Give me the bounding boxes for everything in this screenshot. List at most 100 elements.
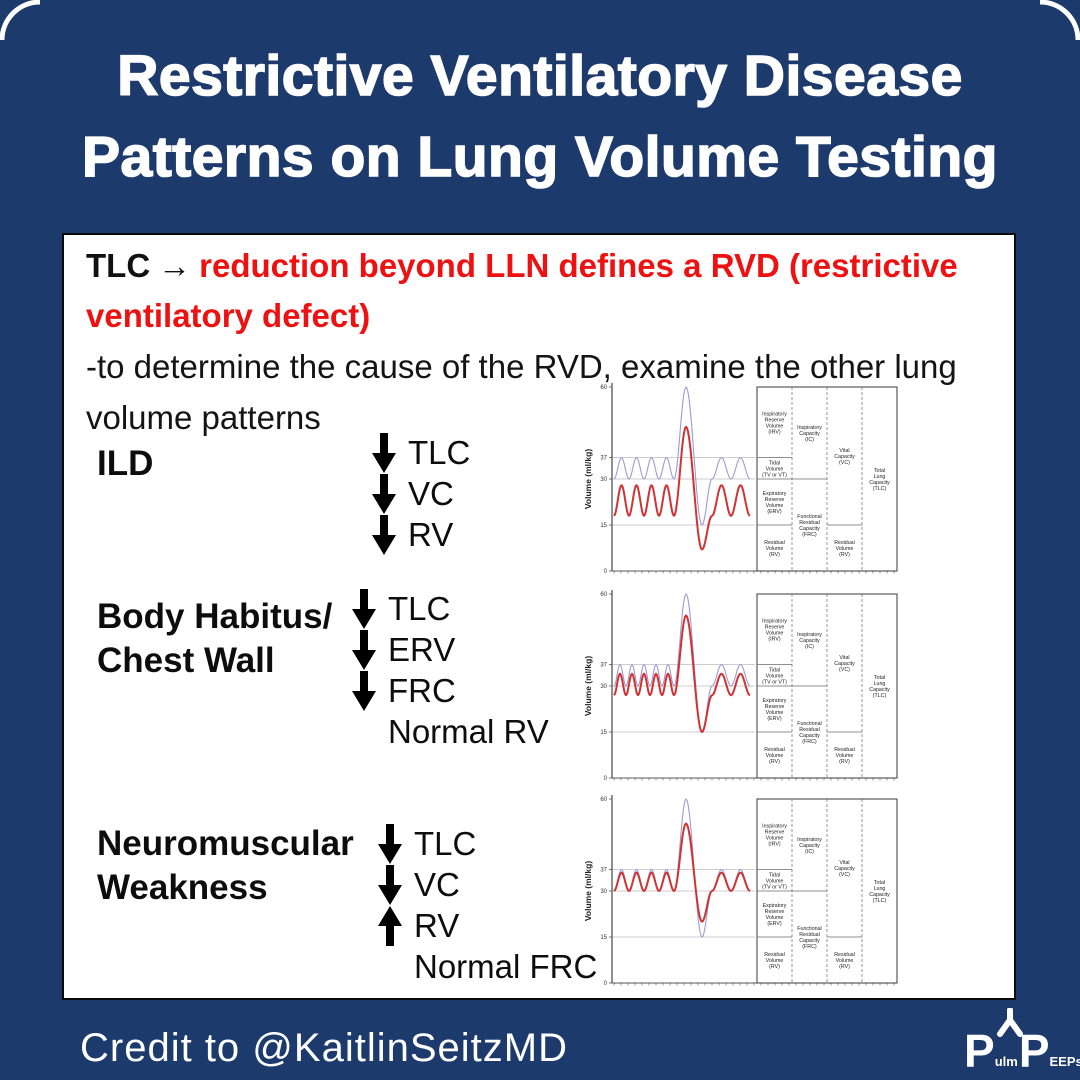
svg-text:0: 0 — [604, 776, 608, 782]
finding-label: Normal RV — [388, 712, 549, 750]
headline-text: TLC → reduction beyond LLN defines a RVD (… — [86, 241, 998, 341]
compartment-label: Vital Capacity (VC) — [834, 448, 855, 466]
finding-label: RV — [414, 906, 460, 944]
finding-label: TLC — [414, 824, 477, 862]
corner-arc-decoration — [1039, 0, 1080, 41]
compartment-label: Functional Residual Capacity (FRC) — [797, 514, 821, 538]
finding-arrow-cell — [352, 670, 388, 711]
finding-label: Normal FRC — [414, 947, 598, 985]
compartment-label: Residual Volume (RV) — [764, 747, 785, 765]
compartment-label: Expiratory Reserve Volume (ERV) — [763, 903, 787, 927]
compartment-label: Inspiratory Reserve Volume (IRV) — [762, 823, 787, 847]
finding-arrow-cell — [378, 823, 414, 864]
svg-text:60: 60 — [600, 592, 607, 598]
disease-curve — [613, 425, 751, 551]
compartment-label: Total Lung Capacity (TLC) — [869, 880, 890, 904]
compartment-label: Inspiratory Reserve Volume (IRV) — [762, 618, 787, 642]
compartment-label: Inspiratory Reserve Volume (IRV) — [762, 411, 787, 435]
content-card: TLC → reduction beyond LLN defines a RVD (… — [62, 233, 1016, 1000]
finding-item: Normal FRC — [378, 946, 597, 987]
headline-highlight: reduction beyond LLN defines a RVD (rest… — [86, 247, 958, 334]
lung-volume-chart-container: 0 15 30 37 60 Volume (ml/kg) Inspiratory Reserv… — [582, 586, 904, 786]
normal-curve — [613, 798, 751, 938]
condition-label-line: Chest Wall — [97, 641, 275, 680]
compartment-label: Residual Volume (RV) — [834, 540, 855, 558]
findings-list: TLC VC RV — [372, 432, 470, 555]
finding-item: FRC — [352, 670, 549, 711]
finding-item: RV — [372, 514, 470, 555]
disease-curve — [613, 614, 751, 733]
condition-label: Body Habitus/Chest Wall — [97, 595, 332, 683]
compartment-label: Expiratory Reserve Volume (ERV) — [763, 491, 787, 515]
finding-arrow-cell — [378, 947, 414, 987]
trachea-bronchi-icon — [997, 1008, 1023, 1037]
finding-item: ERV — [352, 629, 549, 670]
disease-curve — [613, 822, 751, 923]
compartment-label: Inspiratory Capacity (IC) — [797, 837, 822, 855]
lung-volume-chart-container: 0 15 30 37 60 Volume (ml/kg) Inspiratory Reserv… — [582, 379, 904, 579]
svg-text:30: 30 — [600, 684, 607, 690]
condition-label-line: Body Habitus/ — [97, 597, 333, 636]
finding-arrow-cell — [378, 864, 414, 905]
up-arrow-icon — [378, 905, 402, 946]
headline-prefix: TLC — [86, 247, 151, 284]
svg-text:60: 60 — [600, 797, 607, 803]
lung-volume-chart: 0 15 30 37 60 Volume (ml/kg) Inspiratory Reserv… — [583, 383, 898, 575]
down-arrow-icon — [372, 432, 396, 473]
lung-volume-chart: 0 15 30 37 60 Volume (ml/kg) Inspiratory Reserv… — [583, 795, 898, 987]
finding-item: Normal RV — [352, 711, 549, 752]
logo-text-ulm: ulm — [994, 1054, 1018, 1069]
svg-text:15: 15 — [600, 523, 607, 529]
down-arrow-icon — [352, 629, 376, 670]
compartment-label: Residual Volume (RV) — [764, 540, 785, 558]
finding-arrow-cell — [352, 588, 388, 629]
svg-text:37: 37 — [600, 663, 607, 669]
finding-item: RV — [378, 905, 597, 946]
corner-arc-decoration — [0, 0, 41, 41]
down-arrow-icon — [352, 588, 376, 629]
compartment-label: Inspiratory Capacity (IC) — [797, 425, 822, 443]
condition-label-line: Weakness — [97, 868, 268, 907]
svg-text:30: 30 — [600, 477, 607, 483]
finding-item: VC — [372, 473, 470, 514]
down-arrow-icon — [372, 473, 396, 514]
compartment-label: Tidal Volume (TV or VT) — [762, 872, 787, 890]
compartment-label: Residual Volume (RV) — [834, 747, 855, 765]
svg-text:37: 37 — [600, 456, 607, 462]
condition-label: Neuromuscular Weakness — [97, 822, 354, 910]
compartment-label: Total Lung Capacity (TLC) — [869, 468, 890, 492]
normal-curve — [613, 386, 751, 526]
finding-item: TLC — [372, 432, 470, 473]
condition-label-line: ILD — [97, 444, 154, 483]
finding-item: TLC — [378, 823, 597, 864]
compartment-label: Residual Volume (RV) — [764, 952, 785, 970]
svg-text:Volume (ml/kg): Volume (ml/kg) — [583, 449, 593, 509]
compartment-label: Tidal Volume (TV or VT) — [762, 667, 787, 685]
finding-label: TLC — [408, 433, 471, 471]
credit-text: Credit to @KaitlinSeitzMD — [80, 1026, 568, 1070]
compartment-label: Vital Capacity (VC) — [834, 655, 855, 673]
logo-letter-p2: P — [1018, 1025, 1050, 1077]
svg-text:60: 60 — [600, 385, 607, 391]
logo-text-eeps: EEPs — [1049, 1054, 1080, 1069]
page-title: Restrictive Ventilatory Disease Patterns… — [0, 36, 1080, 198]
compartment-label: Vital Capacity (VC) — [834, 860, 855, 878]
compartment-label: Total Lung Capacity (TLC) — [869, 675, 890, 699]
finding-label: FRC — [388, 671, 456, 709]
finding-arrow-cell — [352, 712, 388, 752]
svg-text:15: 15 — [600, 730, 607, 736]
finding-arrow-cell — [372, 432, 408, 473]
lung-volume-chart-container: 0 15 30 37 60 Volume (ml/kg) Inspiratory Reserv… — [582, 791, 904, 991]
compartment-label: Residual Volume (RV) — [834, 952, 855, 970]
condition-label-line: Neuromuscular — [97, 824, 354, 863]
down-arrow-icon — [372, 514, 396, 555]
finding-arrow-cell — [378, 905, 414, 946]
finding-arrow-cell — [372, 514, 408, 555]
svg-text:30: 30 — [600, 889, 607, 895]
findings-list: TLC VC RV Normal FRC — [378, 823, 597, 987]
svg-text:0: 0 — [604, 981, 608, 987]
compartment-label: Tidal Volume (TV or VT) — [762, 460, 787, 478]
svg-text:0: 0 — [604, 569, 608, 575]
down-arrow-icon — [352, 670, 376, 711]
